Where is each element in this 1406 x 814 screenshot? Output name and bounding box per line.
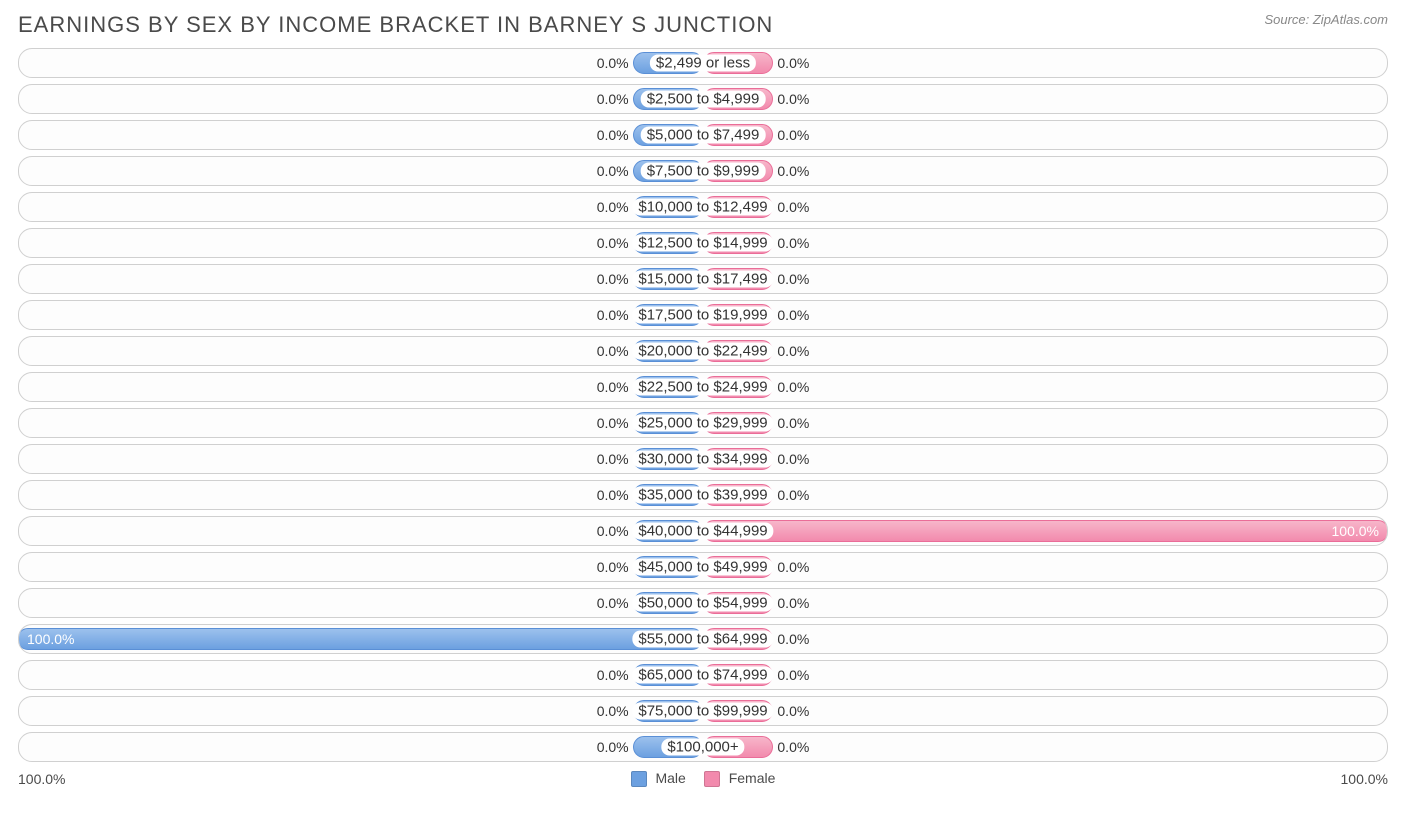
axis-right-label: 100.0% bbox=[1341, 771, 1388, 787]
female-pct-label: 0.0% bbox=[777, 199, 809, 215]
male-pct-label: 0.0% bbox=[597, 739, 629, 755]
bar-row: 0.0% 0.0%$50,000 to $54,999 bbox=[18, 588, 1388, 618]
male-swatch-icon bbox=[631, 771, 647, 787]
bar-row: 0.0% 0.0%$17,500 to $19,999 bbox=[18, 300, 1388, 330]
bar-row: 0.0% 0.0%$22,500 to $24,999 bbox=[18, 372, 1388, 402]
category-label: $45,000 to $49,999 bbox=[632, 559, 773, 576]
male-pct-label: 0.0% bbox=[597, 199, 629, 215]
category-label: $15,000 to $17,499 bbox=[632, 271, 773, 288]
female-pct-label: 100.0% bbox=[1332, 523, 1379, 539]
male-pct-label: 0.0% bbox=[597, 379, 629, 395]
male-pct-label: 0.0% bbox=[597, 55, 629, 71]
female-pct-label: 0.0% bbox=[777, 739, 809, 755]
female-pct-label: 0.0% bbox=[777, 127, 809, 143]
category-label: $40,000 to $44,999 bbox=[632, 523, 773, 540]
category-label: $5,000 to $7,499 bbox=[641, 127, 766, 144]
female-pct-label: 0.0% bbox=[777, 631, 809, 647]
bar-row: 0.0% 0.0% $2,500 to $4,999 bbox=[18, 84, 1388, 114]
male-pct-label: 0.0% bbox=[597, 271, 629, 287]
female-pct-label: 0.0% bbox=[777, 163, 809, 179]
bar-row: 0.0% 0.0%$75,000 to $99,999 bbox=[18, 696, 1388, 726]
female-swatch-icon bbox=[704, 771, 720, 787]
female-pct-label: 0.0% bbox=[777, 271, 809, 287]
male-pct-label: 0.0% bbox=[597, 343, 629, 359]
bar-row: 0.0% 0.0%$15,000 to $17,499 bbox=[18, 264, 1388, 294]
category-label: $10,000 to $12,499 bbox=[632, 199, 773, 216]
female-pct-label: 0.0% bbox=[777, 343, 809, 359]
male-pct-label: 0.0% bbox=[597, 559, 629, 575]
female-pct-label: 0.0% bbox=[777, 451, 809, 467]
bar-row: 0.0% 0.0% $2,499 or less bbox=[18, 48, 1388, 78]
female-pct-label: 0.0% bbox=[777, 415, 809, 431]
legend: Male Female bbox=[631, 770, 776, 787]
chart-source: Source: ZipAtlas.com bbox=[1264, 12, 1388, 27]
bar-row: 0.0% 0.0%$45,000 to $49,999 bbox=[18, 552, 1388, 582]
diverging-bar-chart: 0.0% 0.0% $2,499 or less 0.0% 0.0% $2,500 to … bbox=[18, 48, 1388, 762]
male-pct-label: 0.0% bbox=[597, 307, 629, 323]
male-pct-label: 0.0% bbox=[597, 91, 629, 107]
bar-row: 0.0% 0.0% $7,500 to $9,999 bbox=[18, 156, 1388, 186]
bar-row: 0.0% 0.0%$65,000 to $74,999 bbox=[18, 660, 1388, 690]
category-label: $100,000+ bbox=[661, 739, 744, 756]
bar-row: 0.0% 0.0%$30,000 to $34,999 bbox=[18, 444, 1388, 474]
female-pct-label: 0.0% bbox=[777, 487, 809, 503]
male-pct-label: 0.0% bbox=[597, 235, 629, 251]
category-label: $30,000 to $34,999 bbox=[632, 451, 773, 468]
female-pct-label: 0.0% bbox=[777, 91, 809, 107]
category-label: $7,500 to $9,999 bbox=[641, 163, 766, 180]
male-pct-label: 0.0% bbox=[597, 127, 629, 143]
category-label: $2,500 to $4,999 bbox=[641, 91, 766, 108]
female-pct-label: 0.0% bbox=[777, 235, 809, 251]
female-pct-label: 0.0% bbox=[777, 703, 809, 719]
bar-row: 0.0% 0.0%$25,000 to $29,999 bbox=[18, 408, 1388, 438]
male-pct-label: 0.0% bbox=[597, 523, 629, 539]
category-label: $55,000 to $64,999 bbox=[632, 631, 773, 648]
category-label: $35,000 to $39,999 bbox=[632, 487, 773, 504]
category-label: $25,000 to $29,999 bbox=[632, 415, 773, 432]
male-pct-label: 0.0% bbox=[597, 667, 629, 683]
male-pct-label: 0.0% bbox=[597, 703, 629, 719]
category-label: $17,500 to $19,999 bbox=[632, 307, 773, 324]
female-pct-label: 0.0% bbox=[777, 379, 809, 395]
chart-title: EARNINGS BY SEX BY INCOME BRACKET IN BAR… bbox=[18, 12, 773, 38]
male-pct-label: 0.0% bbox=[597, 415, 629, 431]
category-label: $20,000 to $22,499 bbox=[632, 343, 773, 360]
bar-row: 0.0% 0.0%$35,000 to $39,999 bbox=[18, 480, 1388, 510]
male-bar bbox=[18, 628, 703, 650]
female-pct-label: 0.0% bbox=[777, 559, 809, 575]
female-pct-label: 0.0% bbox=[777, 667, 809, 683]
axis-left-label: 100.0% bbox=[18, 771, 65, 787]
legend-male-label: Male bbox=[655, 770, 685, 786]
bar-row: 100.0% 0.0%$55,000 to $64,999 bbox=[18, 624, 1388, 654]
bar-row: 0.0% 0.0% $100,000+ bbox=[18, 732, 1388, 762]
category-label: $50,000 to $54,999 bbox=[632, 595, 773, 612]
category-label: $2,499 or less bbox=[650, 55, 756, 72]
female-pct-label: 0.0% bbox=[777, 55, 809, 71]
bar-row: 0.0% 0.0%$10,000 to $12,499 bbox=[18, 192, 1388, 222]
male-pct-label: 0.0% bbox=[597, 487, 629, 503]
bar-row: 0.0% 0.0% $5,000 to $7,499 bbox=[18, 120, 1388, 150]
bar-row: 0.0% 0.0%$12,500 to $14,999 bbox=[18, 228, 1388, 258]
female-pct-label: 0.0% bbox=[777, 307, 809, 323]
legend-item-female: Female bbox=[704, 770, 776, 787]
category-label: $75,000 to $99,999 bbox=[632, 703, 773, 720]
male-pct-label: 0.0% bbox=[597, 451, 629, 467]
female-bar bbox=[703, 520, 1388, 542]
bar-row: 0.0% 0.0%$20,000 to $22,499 bbox=[18, 336, 1388, 366]
male-pct-label: 100.0% bbox=[27, 631, 74, 647]
male-pct-label: 0.0% bbox=[597, 163, 629, 179]
category-label: $65,000 to $74,999 bbox=[632, 667, 773, 684]
male-pct-label: 0.0% bbox=[597, 595, 629, 611]
legend-item-male: Male bbox=[631, 770, 686, 787]
category-label: $22,500 to $24,999 bbox=[632, 379, 773, 396]
bar-row: 0.0% 100.0% $40,000 to $44,999 bbox=[18, 516, 1388, 546]
category-label: $12,500 to $14,999 bbox=[632, 235, 773, 252]
legend-female-label: Female bbox=[729, 770, 776, 786]
female-pct-label: 0.0% bbox=[777, 595, 809, 611]
